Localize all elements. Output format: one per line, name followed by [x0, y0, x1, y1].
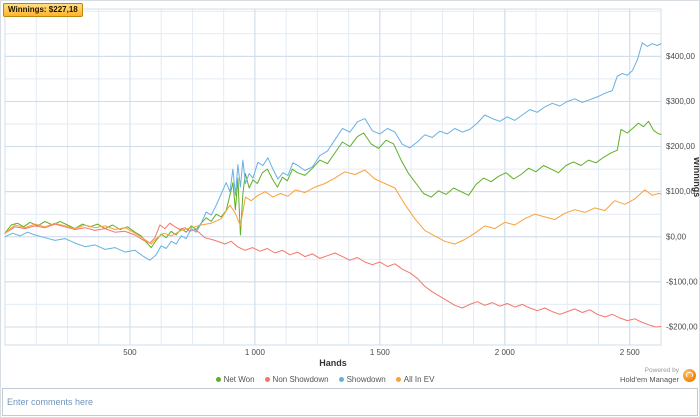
svg-text:-$100,00: -$100,00 [666, 277, 698, 286]
svg-text:Winnings: Winnings [692, 157, 700, 197]
svg-text:500: 500 [123, 348, 137, 357]
svg-text:1 500: 1 500 [370, 348, 391, 357]
svg-text:Hands: Hands [319, 358, 347, 368]
legend-label-non-showdown: Non Showdown [272, 375, 329, 384]
brand-text: Hold'em Manager [620, 374, 679, 384]
legend-item-showdown[interactable]: Showdown [338, 375, 386, 384]
comment-box [2, 388, 698, 416]
showdown-color-dot-icon [338, 377, 344, 382]
legend-item-all-in-ev[interactable]: All In EV [395, 375, 435, 384]
net-won-color-dot-icon [215, 377, 221, 382]
powered-by-text: Powered by [644, 367, 679, 374]
all-in-ev-color-dot-icon [395, 377, 401, 382]
svg-text:2 000: 2 000 [495, 348, 516, 357]
non-showdown-color-dot-icon [264, 377, 270, 382]
svg-text:2 500: 2 500 [620, 348, 641, 357]
svg-text:$300,00: $300,00 [666, 97, 695, 106]
powered-by-block: Powered by Hold'em Manager [620, 367, 696, 384]
svg-text:$400,00: $400,00 [666, 52, 695, 61]
winnings-graph[interactable]: 500 1 000 1 500 2 000 2 500 $400,00 $300,00 $20… [1, 1, 700, 371]
legend-label-net-won: Net Won [223, 375, 255, 384]
chart-legend: Net Won Non Showdown Showdown All In EV [1, 375, 649, 384]
legend-label-showdown: Showdown [346, 375, 386, 384]
legend-item-non-showdown[interactable]: Non Showdown [264, 375, 329, 384]
svg-text:1 000: 1 000 [245, 348, 266, 357]
comment-input[interactable] [3, 389, 697, 415]
legend-item-net-won[interactable]: Net Won [215, 375, 255, 384]
holdem-manager-logo-icon [683, 368, 696, 382]
svg-text:$200,00: $200,00 [666, 142, 695, 151]
legend-label-all-in-ev: All In EV [403, 375, 435, 384]
svg-text:-$200,00: -$200,00 [666, 322, 698, 331]
winnings-tooltip: Winnings: $227,18 [3, 3, 83, 17]
svg-text:$100,00: $100,00 [666, 187, 695, 196]
svg-text:$0,00: $0,00 [666, 232, 687, 241]
